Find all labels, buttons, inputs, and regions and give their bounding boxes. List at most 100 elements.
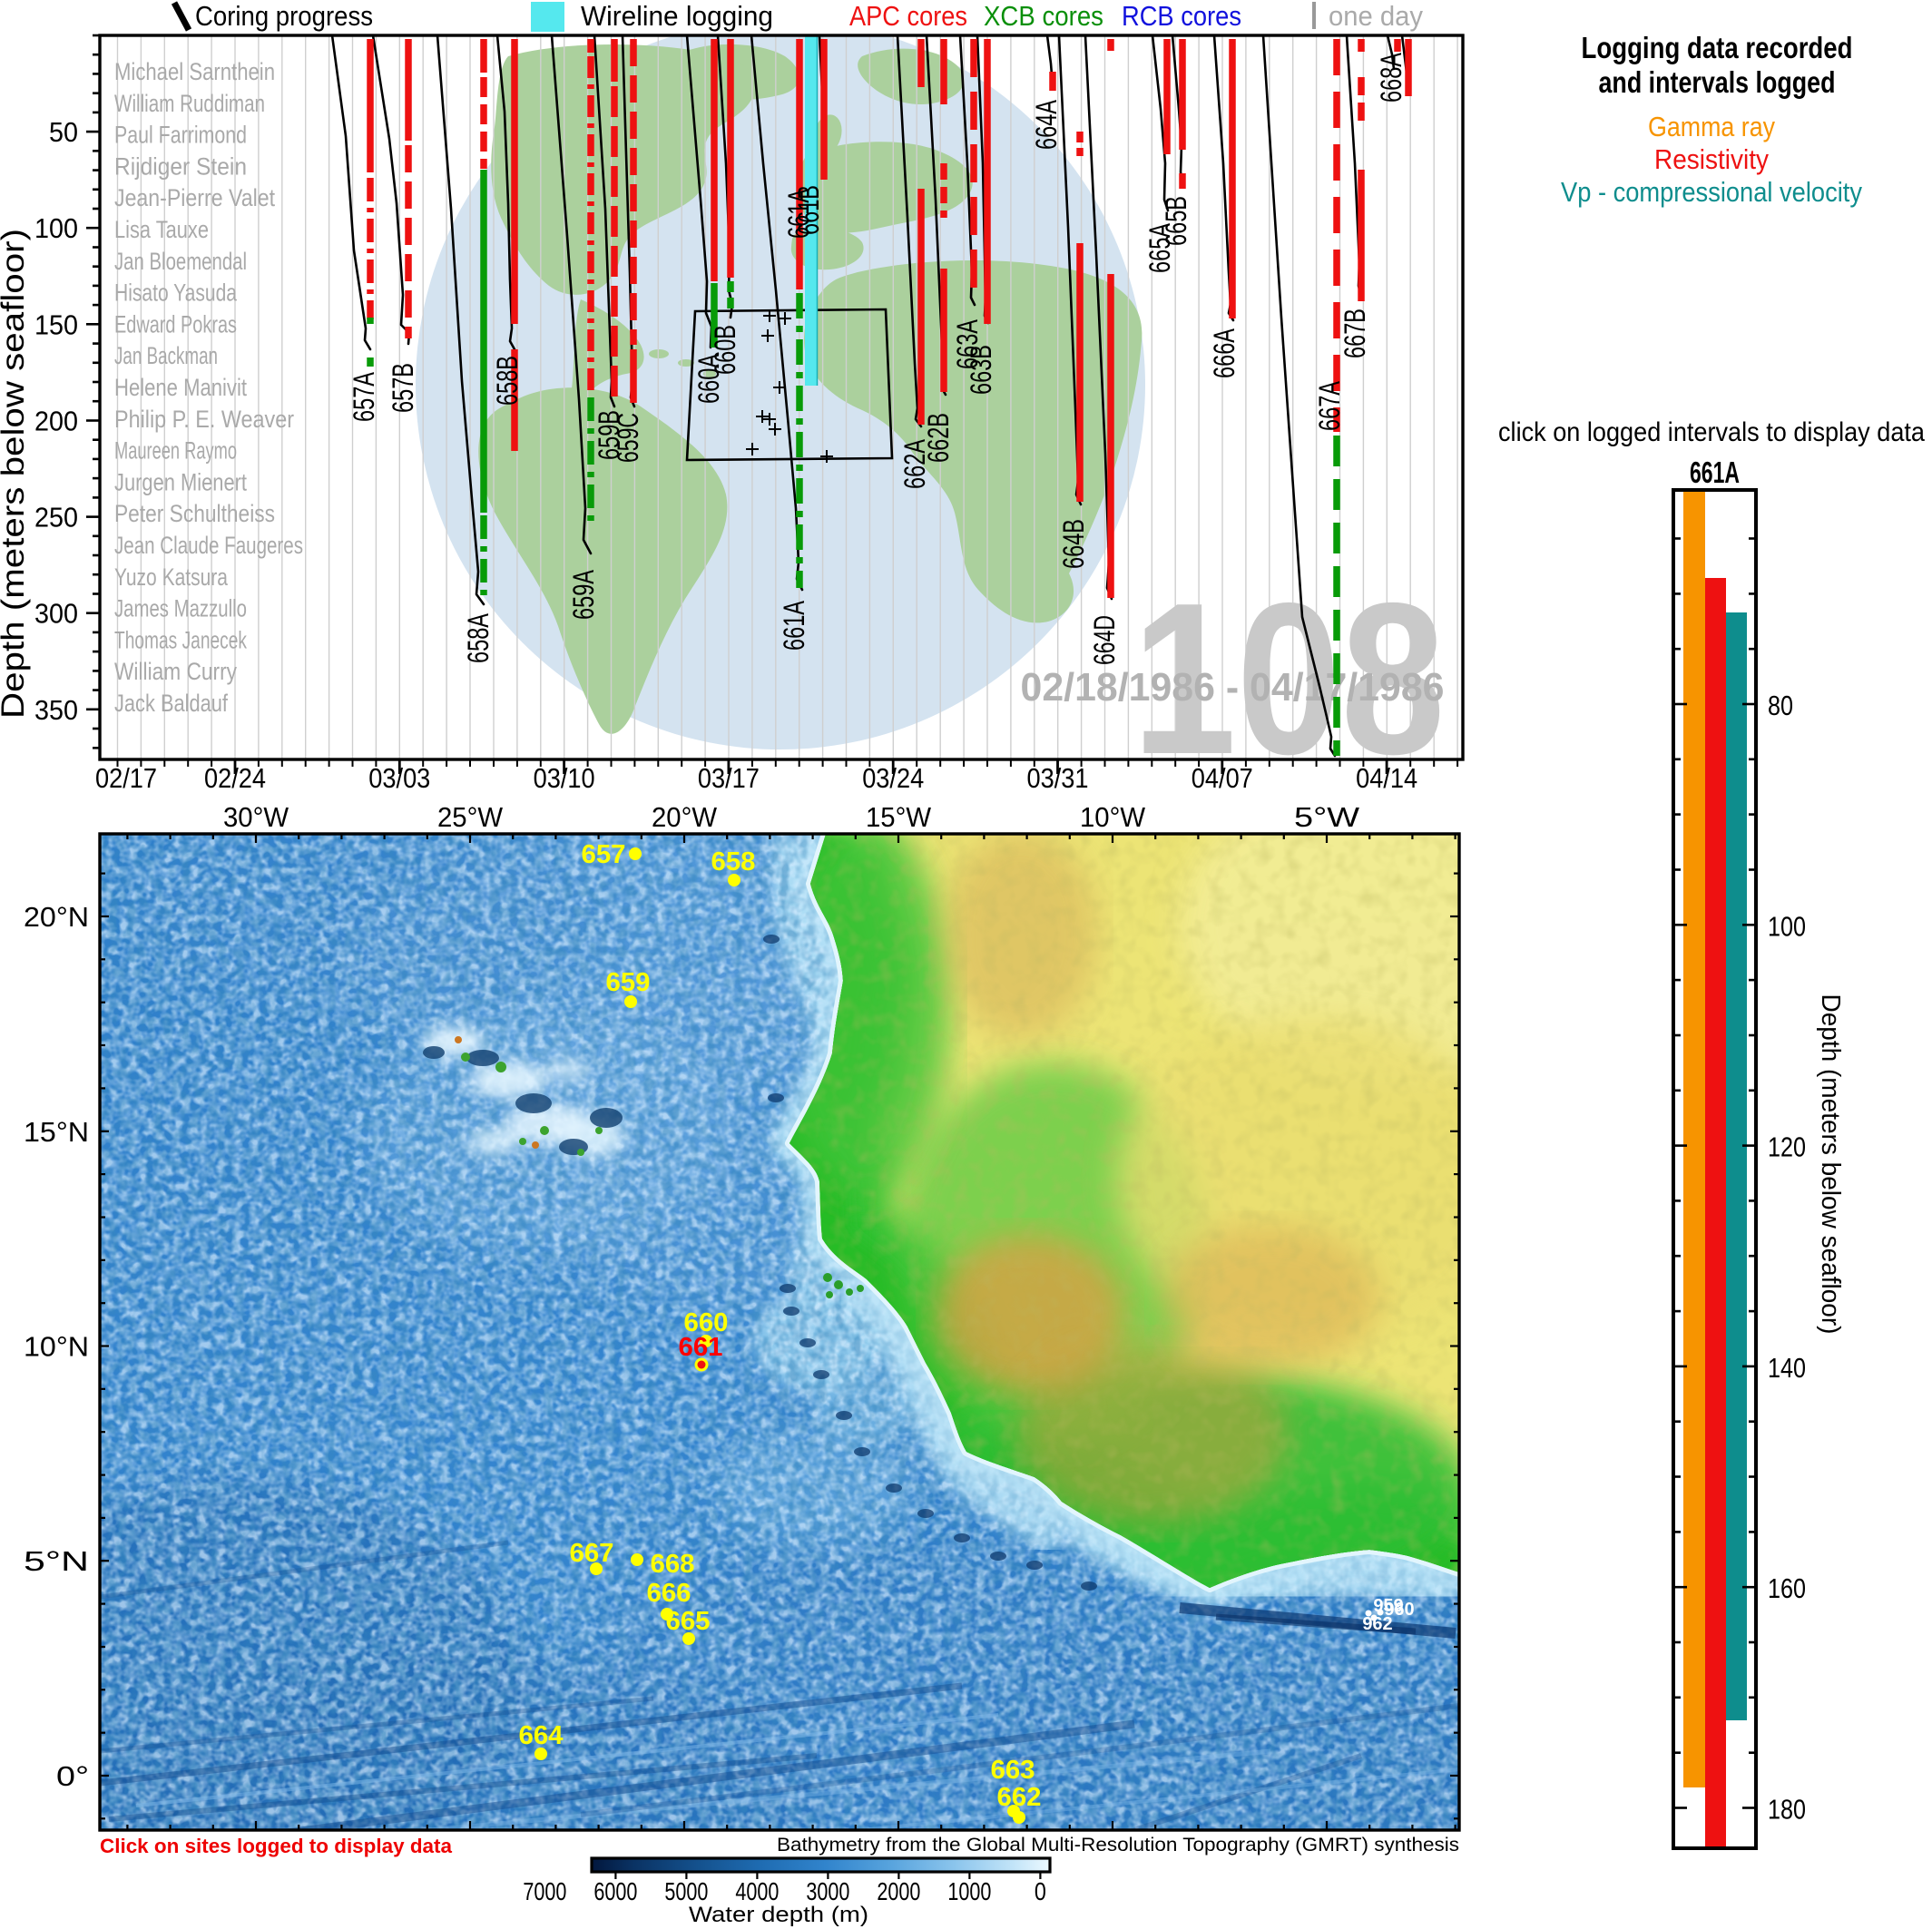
svg-text:662B: 662B (922, 413, 955, 463)
svg-text:Helene Manivit: Helene Manivit (114, 374, 247, 401)
svg-text:300: 300 (34, 598, 78, 630)
svg-text:and intervals logged: and intervals logged (1599, 65, 1836, 99)
svg-text:664B: 664B (1057, 519, 1090, 569)
svg-text:Wireline logging: Wireline logging (581, 0, 773, 32)
svg-text:Jean-Pierre Valet: Jean-Pierre Valet (114, 184, 275, 211)
svg-text:667A: 667A (1313, 381, 1346, 431)
svg-text:William Ruddiman: William Ruddiman (114, 90, 265, 117)
svg-text:James Mazzullo: James Mazzullo (114, 595, 247, 622)
svg-text:2000: 2000 (877, 1877, 920, 1905)
svg-text:100: 100 (34, 212, 78, 244)
svg-text:10°W: 10°W (1080, 801, 1146, 833)
svg-text:5000: 5000 (664, 1877, 708, 1905)
svg-text:Maureen Raymo: Maureen Raymo (114, 437, 237, 465)
svg-text:662: 662 (997, 1783, 1042, 1812)
svg-text:350: 350 (34, 694, 78, 726)
svg-text:02/17: 02/17 (95, 762, 157, 794)
svg-text:02/24: 02/24 (204, 762, 266, 794)
svg-text:Thomas Janecek: Thomas Janecek (114, 626, 247, 653)
svg-text:658A: 658A (462, 613, 495, 663)
svg-text:XCB cores: XCB cores (984, 0, 1103, 32)
svg-text:665B: 665B (1160, 196, 1192, 246)
svg-text:960: 960 (1384, 1600, 1414, 1620)
svg-text:150: 150 (34, 308, 78, 340)
svg-text:02/18/1986 - 04/17/1986: 02/18/1986 - 04/17/1986 (1021, 665, 1445, 710)
svg-text:Jean Claude Faugeres: Jean Claude Faugeres (114, 532, 303, 559)
svg-text:659C: 659C (612, 413, 644, 463)
svg-text:Philip P. E. Weaver: Philip P. E. Weaver (114, 406, 294, 433)
svg-text:665A: 665A (1143, 223, 1176, 273)
svg-text:4000: 4000 (735, 1877, 779, 1905)
svg-text:03/17: 03/17 (698, 762, 760, 794)
svg-text:03/03: 03/03 (368, 762, 430, 794)
svg-text:10°N: 10°N (24, 1331, 89, 1363)
svg-text:660: 660 (684, 1308, 729, 1337)
svg-text:120: 120 (1768, 1131, 1806, 1163)
svg-text:Depth (meters below seafloor): Depth (meters below seafloor) (1816, 994, 1845, 1335)
svg-text:661B: 661B (792, 185, 825, 235)
svg-text:Vp - compressional velocity: Vp - compressional velocity (1561, 176, 1862, 208)
svg-text:Yuzo Katsura: Yuzo Katsura (114, 563, 229, 591)
svg-text:661A: 661A (1690, 455, 1740, 489)
svg-text:663B: 663B (965, 345, 997, 395)
svg-text:Gamma ray: Gamma ray (1648, 111, 1775, 142)
svg-text:666A: 666A (1208, 328, 1241, 378)
svg-text:661A: 661A (782, 189, 815, 239)
svg-text:03/10: 03/10 (534, 762, 595, 794)
svg-text:200: 200 (34, 406, 78, 437)
svg-text:Resistivity: Resistivity (1654, 143, 1769, 175)
svg-text:Edward Pokras: Edward Pokras (114, 310, 237, 338)
svg-text:140: 140 (1768, 1352, 1806, 1384)
svg-text:663: 663 (991, 1756, 1035, 1785)
svg-text:20°N: 20°N (24, 901, 89, 933)
svg-text:100: 100 (1768, 910, 1806, 942)
svg-text:668A: 668A (1375, 53, 1407, 103)
svg-text:664D: 664D (1088, 615, 1121, 665)
svg-text:3000: 3000 (806, 1877, 849, 1905)
svg-text:04/07: 04/07 (1192, 762, 1253, 794)
svg-text:Bathymetry from the Global Mul: Bathymetry from the Global Multi-Resolut… (777, 1835, 1459, 1856)
svg-text:180: 180 (1768, 1794, 1806, 1826)
svg-text:661A: 661A (778, 601, 810, 651)
svg-text:Water depth (m): Water depth (m) (689, 1903, 868, 1927)
svg-text:657B: 657B (387, 363, 419, 413)
svg-text:667: 667 (570, 1539, 614, 1568)
svg-text:Jan Backman: Jan Backman (114, 342, 218, 369)
svg-text:APC cores: APC cores (849, 0, 967, 32)
svg-text:Rijdiger Stein: Rijdiger Stein (114, 152, 247, 180)
svg-text:1000: 1000 (947, 1877, 991, 1905)
svg-text:657A: 657A (348, 372, 380, 422)
svg-text:665: 665 (666, 1607, 711, 1636)
svg-text:Lisa Tauxe: Lisa Tauxe (114, 216, 209, 243)
svg-text:660A: 660A (692, 354, 725, 404)
svg-text:657: 657 (582, 840, 626, 869)
svg-text:659A: 659A (567, 570, 600, 620)
svg-text:5°W: 5°W (1294, 801, 1360, 833)
svg-text:658: 658 (711, 847, 756, 876)
svg-text:658B: 658B (491, 356, 524, 406)
svg-text:660B: 660B (709, 325, 741, 375)
svg-text:04/14: 04/14 (1356, 762, 1417, 794)
svg-text:666: 666 (647, 1579, 691, 1608)
svg-text:Logging data recorded: Logging data recorded (1582, 31, 1853, 64)
svg-text:80: 80 (1768, 690, 1793, 721)
svg-text:668: 668 (651, 1550, 695, 1579)
svg-text:Coring progress: Coring progress (195, 0, 373, 32)
svg-text:50: 50 (49, 116, 78, 148)
svg-text:Paul Farrimond: Paul Farrimond (114, 122, 247, 149)
svg-text:Depth (meters below seafloor): Depth (meters below seafloor) (0, 229, 31, 719)
svg-text:250: 250 (34, 502, 78, 534)
svg-text:Hisato Yasuda: Hisato Yasuda (114, 279, 238, 307)
svg-text:5°N: 5°N (24, 1545, 89, 1577)
svg-text:one day: one day (1329, 0, 1423, 32)
svg-text:6000: 6000 (593, 1877, 637, 1905)
svg-text:25°W: 25°W (437, 801, 504, 833)
svg-text:William Curry: William Curry (114, 658, 237, 685)
svg-text:15°W: 15°W (866, 801, 932, 833)
svg-text:click on logged intervals to d: click on logged intervals to display dat… (1498, 417, 1925, 447)
svg-text:659: 659 (606, 968, 651, 997)
svg-text:Jack Baldauf: Jack Baldauf (114, 690, 228, 717)
svg-text:20°W: 20°W (652, 801, 718, 833)
svg-text:Jan Bloemendal: Jan Bloemendal (114, 248, 247, 275)
svg-text:661: 661 (679, 1333, 723, 1362)
